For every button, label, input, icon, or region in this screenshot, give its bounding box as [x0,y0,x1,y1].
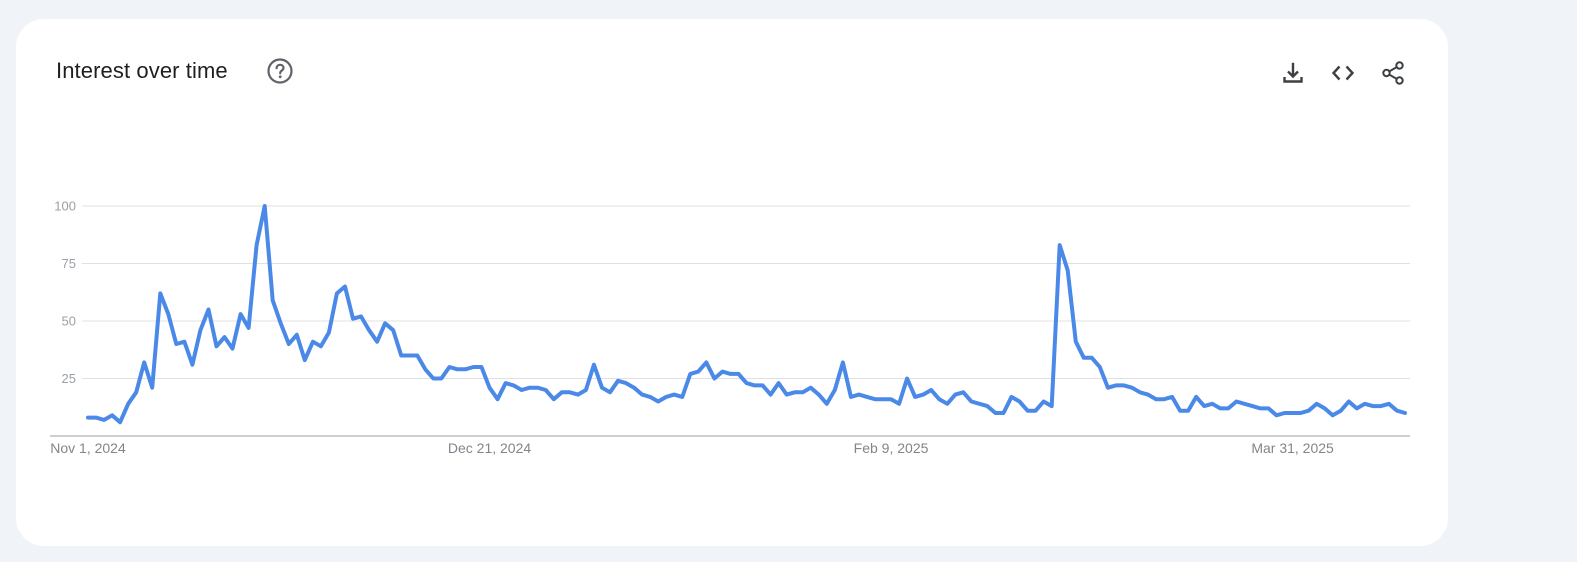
y-tick-label: 75 [62,256,76,271]
chart-title: Interest over time [56,58,228,83]
share-button[interactable] [1380,60,1406,86]
code-icon [1330,60,1356,86]
embed-button[interactable] [1330,60,1356,86]
download-button[interactable] [1280,60,1306,86]
y-tick-label: 25 [62,371,76,386]
y-tick-label: 50 [62,314,76,329]
interest-series-line [86,204,1407,425]
download-icon [1280,60,1306,86]
help-circle-icon[interactable] [266,57,294,85]
x-tick-label: Nov 1, 2024 [50,440,126,456]
y-tick-label: 100 [54,199,76,214]
x-tick-label: Dec 21, 2024 [448,440,531,456]
x-tick-label: Feb 9, 2025 [854,440,929,456]
x-tick-label: Mar 31, 2025 [1251,440,1334,456]
share-icon [1380,60,1406,86]
